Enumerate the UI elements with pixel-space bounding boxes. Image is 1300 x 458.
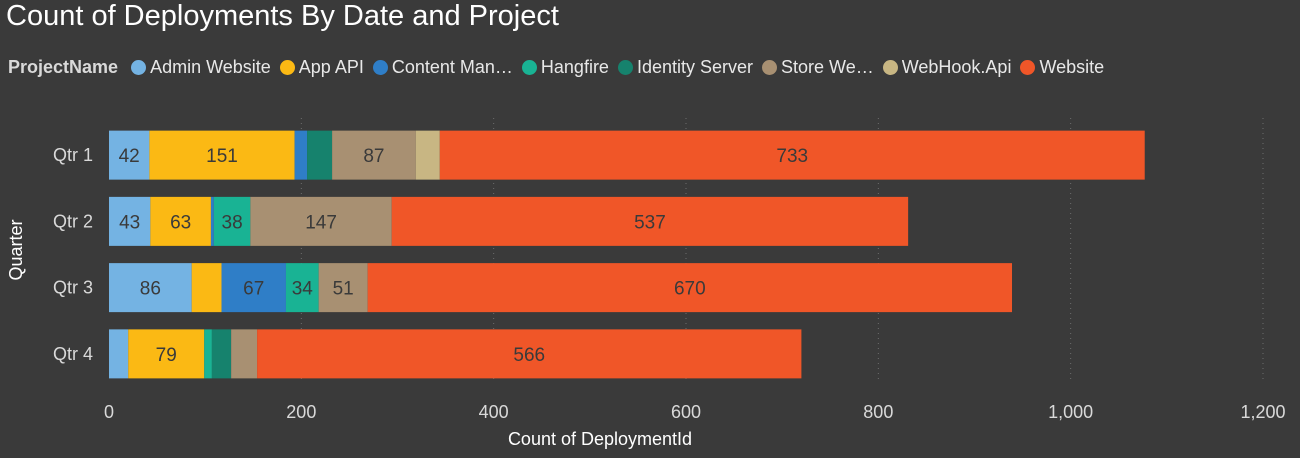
legend-label: Admin Website <box>150 56 271 77</box>
x-tick-label: 200 <box>286 402 316 422</box>
data-label: 67 <box>243 279 264 300</box>
bar-segment <box>285 263 319 313</box>
legend-label: Store We… <box>781 56 874 77</box>
bar-segment <box>150 196 211 246</box>
bar-segment <box>307 130 333 180</box>
y-axis-title: Quarter <box>6 219 26 280</box>
data-label: 87 <box>363 146 384 167</box>
bar-segment <box>221 263 286 313</box>
data-label: 42 <box>119 146 140 167</box>
legend: ProjectName Admin Website App API Content … <box>8 56 1113 78</box>
legend-marker <box>131 59 147 75</box>
data-label: 51 <box>333 279 354 300</box>
x-tick-label: 1,000 <box>1048 402 1093 422</box>
bar-segment <box>210 196 214 246</box>
legend-marker <box>882 59 898 75</box>
legend-label: WebHook.Api <box>901 56 1012 77</box>
data-label: 63 <box>170 212 191 233</box>
bar-segment <box>367 263 1013 313</box>
bar-segment <box>231 329 258 379</box>
x-tick-label: 600 <box>671 402 701 422</box>
legend-title: ProjectName <box>8 56 119 77</box>
legend-item[interactable]: Hangfire <box>521 56 609 78</box>
legend-item[interactable]: App API <box>279 56 364 78</box>
chart-title: Count of Deployments By Date and Project <box>6 0 559 32</box>
legend-item[interactable]: Store We… <box>762 57 874 78</box>
legend-item[interactable]: WebHook.Api <box>882 56 1012 78</box>
legend-item[interactable]: Website <box>1020 57 1104 78</box>
bar-segment <box>250 196 392 246</box>
x-tick-label: 400 <box>479 402 509 422</box>
data-label: 733 <box>776 146 808 167</box>
legend-item[interactable]: Identity Server <box>617 56 754 78</box>
legend-label: Content Man… <box>391 56 513 77</box>
data-label: 34 <box>292 279 314 300</box>
y-tick-label: Qtr 3 <box>53 278 93 298</box>
data-label: 38 <box>222 212 243 233</box>
x-axis-title: Count of DeploymentId <box>508 429 692 449</box>
legend-marker <box>617 59 633 75</box>
data-label: 79 <box>156 345 177 366</box>
bar-segment <box>109 263 192 313</box>
legend-marker <box>762 59 778 75</box>
bar-segment <box>391 196 909 246</box>
bar-segment <box>211 329 232 379</box>
bar-segment <box>109 130 150 180</box>
x-tick-label: 0 <box>104 402 114 422</box>
bar-segment <box>149 130 295 180</box>
legend-items: Admin Website App API Content Man… Hangfire… <box>131 57 1113 78</box>
bar-segment <box>213 196 251 246</box>
data-label: 151 <box>206 146 238 167</box>
data-label: 86 <box>140 279 161 300</box>
data-label: 670 <box>674 279 706 300</box>
legend-label: Website <box>1039 56 1105 77</box>
bar-segment <box>204 329 212 379</box>
data-label: 566 <box>513 345 545 366</box>
bar-segment <box>318 263 368 313</box>
legend-label: App API <box>298 56 364 77</box>
bar-segment <box>109 196 151 246</box>
legend-marker <box>279 59 295 75</box>
data-label: 147 <box>305 212 337 233</box>
data-label: 43 <box>119 212 140 233</box>
legend-marker <box>372 59 388 75</box>
legend-label: Identity Server <box>636 56 754 77</box>
bar-segment <box>191 263 222 313</box>
legend-marker <box>521 59 537 75</box>
bar-segment <box>415 130 440 180</box>
x-tick-label: 1,200 <box>1240 402 1285 422</box>
legend-item[interactable]: Admin Website <box>131 57 271 78</box>
y-tick-label: Qtr 2 <box>53 211 93 231</box>
legend-marker <box>1020 59 1036 75</box>
bar-segment <box>109 329 129 379</box>
legend-item[interactable]: Content Man… <box>372 56 513 78</box>
bar-segment <box>332 130 416 180</box>
legend-label: Hangfire <box>540 56 609 77</box>
y-tick-label: Qtr 1 <box>53 145 93 165</box>
bar-segment <box>128 329 205 379</box>
data-label: 537 <box>634 212 666 233</box>
bar-segment <box>294 130 308 180</box>
bar-segment <box>439 130 1145 180</box>
y-tick-label: Qtr 4 <box>53 344 93 364</box>
bar-segment <box>257 329 802 379</box>
x-tick-label: 800 <box>863 402 893 422</box>
